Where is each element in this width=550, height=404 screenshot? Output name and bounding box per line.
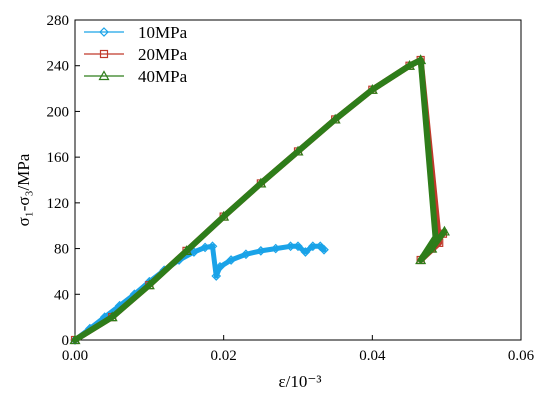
x-tick-label: 0.00 — [62, 348, 88, 364]
legend-label: 10MPa — [138, 23, 188, 42]
y-tick-label: 240 — [47, 59, 70, 75]
y-tick-label: 80 — [54, 242, 69, 258]
data-point — [329, 113, 341, 124]
data-point — [270, 243, 281, 254]
data-point — [211, 271, 222, 281]
legend-label: 20MPa — [138, 45, 188, 64]
data-point — [292, 145, 304, 156]
data-point — [200, 242, 210, 253]
series-line — [72, 57, 448, 343]
data-point — [180, 245, 193, 255]
data-point — [255, 177, 267, 188]
y-tick-label: 0 — [62, 333, 70, 349]
y-axis-label: σ₁-σ₃/MPa — [14, 153, 33, 227]
y-tick-label: 160 — [47, 150, 70, 166]
y-axis-label-wrap: σ₁-σ₃/MPa — [4, 120, 44, 260]
data-point — [99, 49, 109, 59]
data-point — [226, 255, 236, 265]
y-tick-label: 280 — [47, 13, 70, 29]
data-point — [189, 247, 199, 257]
y-tick-label: 120 — [47, 196, 70, 212]
series-line-thin — [74, 245, 325, 341]
series-line-thin — [74, 59, 445, 341]
data-point — [300, 247, 311, 257]
series-2 — [69, 54, 450, 345]
data-point — [218, 210, 230, 221]
data-point — [319, 244, 329, 255]
data-point — [366, 83, 378, 94]
data-point — [308, 241, 318, 252]
data-point — [106, 311, 118, 322]
data-point — [403, 59, 416, 70]
data-point — [98, 70, 110, 81]
x-tick-label: 0.06 — [508, 348, 535, 364]
data-point — [415, 54, 427, 65]
x-axis-label-wrap: ε/10⁻³ — [0, 372, 550, 392]
legend-label: 40MPa — [138, 67, 188, 86]
y-tick-label: 200 — [47, 104, 70, 120]
data-point — [241, 249, 251, 260]
y-axis: 0 40 80 120 160 200 240 280 — [47, 13, 80, 349]
data-point — [426, 242, 438, 253]
data-point — [438, 225, 450, 236]
data-point — [207, 241, 218, 252]
series-layer — [69, 54, 450, 345]
x-axis-label: ε/10⁻³ — [278, 372, 322, 391]
data-point — [69, 334, 81, 345]
data-point — [293, 241, 303, 252]
data-point — [255, 246, 266, 256]
data-point — [215, 262, 225, 272]
x-axis: 0.00 0.02 0.04 0.06 — [62, 335, 535, 364]
y-tick-label: 40 — [54, 287, 69, 303]
data-point — [285, 241, 296, 252]
data-point — [415, 254, 427, 265]
data-point — [143, 279, 155, 290]
series-line — [72, 243, 327, 343]
legend: 10MPa 20MPa 40MPa — [84, 23, 188, 86]
data-point — [99, 27, 109, 37]
series-0 — [70, 241, 329, 345]
x-tick-label: 0.02 — [211, 348, 237, 364]
x-tick-label: 0.04 — [359, 348, 386, 364]
plot-frame — [74, 19, 522, 341]
data-point — [429, 231, 442, 242]
